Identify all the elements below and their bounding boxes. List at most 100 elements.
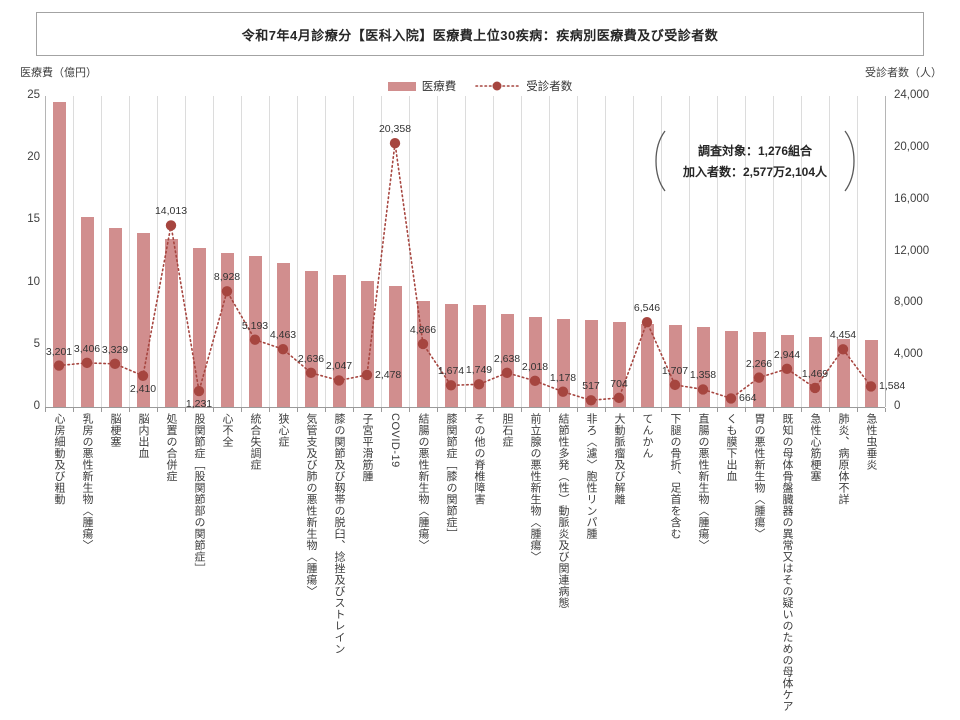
gridline bbox=[605, 96, 606, 407]
bar bbox=[304, 271, 318, 407]
legend-bars-label: 医療費 bbox=[421, 81, 457, 93]
x-axis-tick bbox=[465, 408, 466, 412]
data-label: 517 bbox=[582, 380, 600, 393]
x-axis-tick bbox=[381, 408, 382, 412]
bar bbox=[80, 216, 94, 407]
gridline bbox=[241, 96, 242, 407]
bar bbox=[360, 281, 374, 407]
x-axis-tick bbox=[269, 408, 270, 412]
x-axis-tick bbox=[689, 408, 690, 412]
category-label: 急性心筋梗塞 bbox=[809, 413, 821, 482]
data-label: 664 bbox=[739, 392, 757, 405]
category-label: くも膜下出血 bbox=[725, 413, 737, 482]
right-axis-tick-label: 20,000 bbox=[894, 140, 930, 153]
category-label: 子宮平滑筋腫 bbox=[361, 413, 373, 482]
left-axis-tick-label: 0 bbox=[33, 400, 40, 412]
bar bbox=[640, 323, 654, 407]
right-axis-tick-label: 12,000 bbox=[894, 244, 930, 257]
y-axis-left-line bbox=[45, 96, 46, 407]
data-label: 3,201 bbox=[45, 345, 73, 358]
bar bbox=[724, 331, 738, 407]
data-label: 1,178 bbox=[549, 371, 577, 384]
left-axis-title: 医療費（億円） bbox=[20, 67, 97, 79]
gridline bbox=[269, 96, 270, 407]
annotation-parentheses bbox=[655, 130, 855, 192]
x-axis-tick bbox=[493, 408, 494, 412]
x-axis-tick bbox=[213, 408, 214, 412]
bar bbox=[388, 286, 402, 407]
left-axis-tick-label: 10 bbox=[27, 275, 40, 288]
bar bbox=[696, 327, 710, 407]
category-label: 胆石症 bbox=[501, 413, 513, 448]
x-axis-tick bbox=[773, 408, 774, 412]
data-label: 1,749 bbox=[465, 364, 493, 377]
left-axis-tick-label: 20 bbox=[27, 151, 40, 164]
gridline bbox=[157, 96, 158, 407]
x-axis-tick bbox=[661, 408, 662, 412]
x-axis-tick bbox=[409, 408, 410, 412]
data-label: 2,266 bbox=[745, 357, 773, 370]
x-axis-tick bbox=[185, 408, 186, 412]
category-label: 脳内出血 bbox=[137, 413, 149, 459]
right-axis-tick-label: 8,000 bbox=[894, 296, 923, 309]
x-axis-tick bbox=[437, 408, 438, 412]
bar bbox=[416, 301, 430, 407]
right-axis-tick-label: 16,000 bbox=[894, 192, 930, 205]
category-label: 処置の合併症 bbox=[165, 413, 177, 482]
data-label: 1,469 bbox=[801, 367, 829, 380]
x-axis-tick bbox=[157, 408, 158, 412]
x-axis-tick bbox=[241, 408, 242, 412]
annotation-box: 調査対象：1,276組合 加入者数：2,577万2,104人 bbox=[648, 127, 862, 195]
bar bbox=[780, 334, 794, 407]
x-axis-tick bbox=[577, 408, 578, 412]
y-axis-right-line bbox=[885, 96, 886, 407]
data-label: 3,329 bbox=[101, 343, 129, 356]
bar bbox=[192, 247, 206, 407]
x-axis-tick bbox=[101, 408, 102, 412]
data-label: 2,478 bbox=[375, 368, 402, 381]
category-label: 狭心症 bbox=[277, 413, 289, 448]
gridline bbox=[409, 96, 410, 407]
category-label: てんかん bbox=[641, 413, 653, 459]
x-axis-tick bbox=[353, 408, 354, 412]
dotted-line-marker-icon bbox=[475, 81, 520, 91]
data-label: 8,928 bbox=[213, 271, 241, 284]
bar bbox=[164, 239, 178, 407]
annotation-line1: 調査対象：1,276組合 bbox=[697, 144, 813, 158]
x-axis-tick bbox=[605, 408, 606, 412]
category-label: 心房細動及び粗動 bbox=[53, 413, 65, 505]
gridline bbox=[577, 96, 578, 407]
x-axis-tick bbox=[829, 408, 830, 412]
gridline bbox=[549, 96, 550, 407]
gridline bbox=[73, 96, 74, 407]
data-label: 14,013 bbox=[154, 205, 188, 218]
gridline bbox=[213, 96, 214, 407]
data-label: 6,546 bbox=[633, 302, 661, 315]
x-axis-tick bbox=[717, 408, 718, 412]
gridline bbox=[353, 96, 354, 407]
bar bbox=[332, 275, 346, 407]
legend-item-bars: 医療費 bbox=[387, 78, 457, 94]
x-axis-tick bbox=[521, 408, 522, 412]
bar bbox=[472, 304, 486, 407]
right-axis-title: 受診者数（人） bbox=[865, 67, 942, 79]
left-axis-tick-label: 5 bbox=[33, 337, 40, 350]
x-axis-tick bbox=[549, 408, 550, 412]
category-label: 乳房の悪性新生物〈腫瘍〉 bbox=[81, 413, 93, 551]
category-label: 心不全 bbox=[221, 413, 233, 448]
category-label: 直腸の悪性新生物〈腫瘍〉 bbox=[697, 413, 709, 551]
chart-title: 令和7年4月診療分【医科入院】医療費上位30疾病：疾病別医療費及び受診者数 bbox=[241, 27, 719, 43]
category-label: 肺炎、病原体不詳 bbox=[837, 413, 849, 505]
category-label: 膝の関節及び靱帯の脱臼、捻挫及びストレイン bbox=[333, 413, 345, 655]
data-label: 2,636 bbox=[297, 352, 325, 365]
x-axis-tick bbox=[633, 408, 634, 412]
category-label: 大動脈瘤及び解離 bbox=[613, 413, 625, 505]
x-axis-line bbox=[45, 407, 885, 408]
data-label: 1,358 bbox=[689, 369, 717, 382]
x-axis-tick bbox=[73, 408, 74, 412]
data-label: 2,410 bbox=[129, 382, 157, 395]
category-label: 統合失調症 bbox=[249, 413, 261, 471]
gridline bbox=[129, 96, 130, 407]
x-axis-tick bbox=[857, 408, 858, 412]
